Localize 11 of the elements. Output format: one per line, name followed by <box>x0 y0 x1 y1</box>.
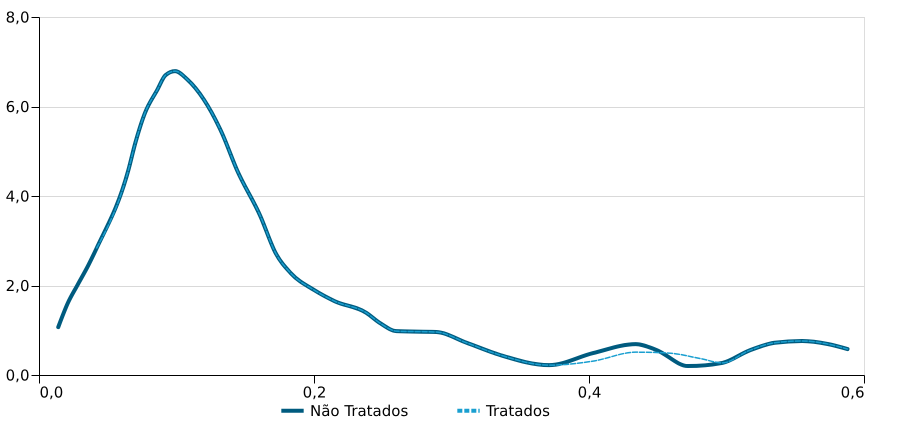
legend-label: Tratados <box>485 402 550 420</box>
x-tick-label: 0,6 <box>840 384 864 402</box>
x-tick-label: 0,0 <box>40 384 64 402</box>
y-tick-label: 6,0 <box>6 98 30 116</box>
y-tick-label: 0,0 <box>6 366 30 384</box>
x-tick-label: 0,2 <box>302 384 326 402</box>
y-tick-label: 8,0 <box>6 8 30 26</box>
legend-label: Não Tratados <box>310 402 408 420</box>
x-tick-label: 0,4 <box>578 384 602 402</box>
y-tick-label: 4,0 <box>6 188 30 206</box>
y-tick-label: 2,0 <box>6 277 30 295</box>
